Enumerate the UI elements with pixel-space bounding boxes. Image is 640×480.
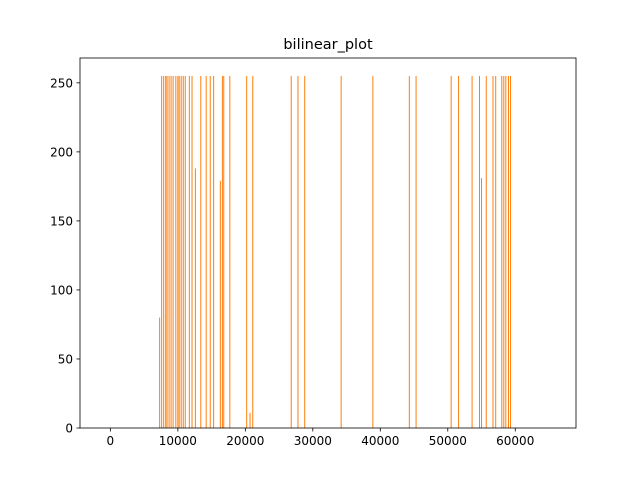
x-tick-label: 30000 — [294, 434, 332, 448]
y-tick-label: 100 — [50, 283, 73, 297]
bar — [471, 75, 473, 428]
bar — [458, 75, 460, 428]
bar — [340, 75, 342, 428]
bar — [170, 75, 172, 428]
bar — [205, 75, 207, 428]
bar — [492, 75, 494, 428]
bar — [223, 75, 225, 428]
bar — [450, 75, 452, 428]
bar — [290, 75, 292, 428]
bar — [485, 75, 487, 428]
bar — [182, 75, 184, 428]
bar — [510, 75, 512, 428]
bar — [184, 75, 186, 428]
bar — [175, 75, 177, 428]
bar — [172, 75, 174, 428]
bar — [177, 75, 179, 428]
bar — [252, 75, 254, 428]
bar — [194, 168, 196, 428]
bar — [481, 178, 483, 428]
x-tick-label: 50000 — [429, 434, 467, 448]
chart-title: bilinear_plot — [283, 37, 373, 53]
bar — [200, 75, 202, 428]
y-tick-label: 200 — [50, 145, 73, 159]
bar — [219, 180, 221, 428]
y-tick-label: 250 — [50, 76, 73, 90]
y-tick-label: 0 — [65, 422, 73, 436]
bar — [229, 75, 231, 428]
bar — [249, 412, 251, 428]
bar — [508, 75, 510, 428]
bar — [163, 75, 165, 428]
bar — [165, 75, 167, 428]
bar — [415, 75, 417, 428]
x-tick-label: 20000 — [226, 434, 264, 448]
x-tick-label: 10000 — [159, 434, 197, 448]
bar — [191, 75, 193, 428]
bar — [479, 75, 480, 428]
bar — [304, 75, 306, 428]
bar — [159, 317, 161, 428]
bar — [372, 75, 374, 428]
bar — [503, 75, 505, 428]
bar — [221, 75, 223, 428]
bar — [495, 75, 497, 428]
x-tick-label: 60000 — [496, 434, 534, 448]
bar — [168, 75, 170, 428]
x-tick-label: 0 — [107, 434, 115, 448]
bar — [161, 75, 163, 428]
bar — [297, 75, 299, 428]
bar — [246, 75, 248, 428]
bar — [213, 75, 215, 428]
x-axis-ticks: 0 10000 20000 30000 40000 50000 60000 — [107, 428, 534, 448]
bar — [178, 75, 180, 428]
plot-frame — [79, 57, 577, 429]
y-axis-ticks: 0 50 100 150 200 250 — [50, 76, 80, 436]
bar — [188, 75, 190, 428]
bar — [209, 75, 211, 428]
bar — [180, 75, 182, 428]
y-tick-label: 150 — [50, 214, 73, 228]
y-tick-label: 50 — [58, 352, 73, 366]
bar-series — [159, 75, 512, 428]
bar — [505, 75, 507, 428]
bar — [166, 75, 168, 428]
bar — [501, 75, 503, 428]
bar — [408, 75, 410, 428]
x-tick-label: 40000 — [361, 434, 399, 448]
